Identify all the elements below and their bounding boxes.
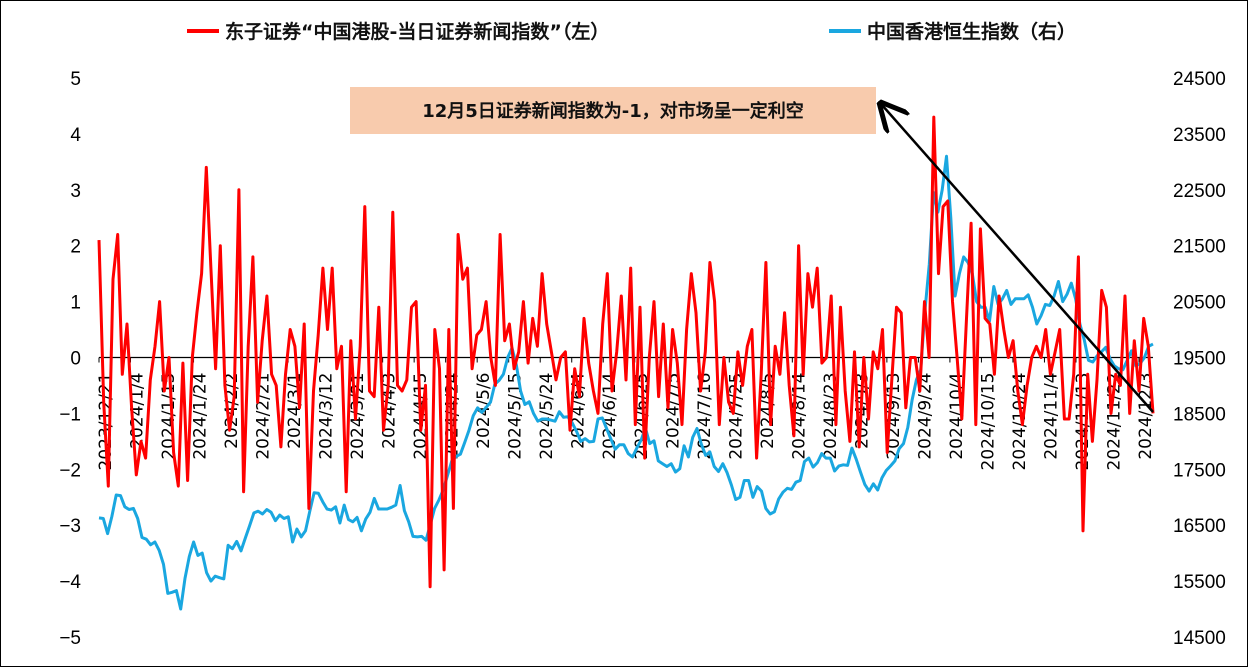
annotation: 12月5日证券新闻指数为-1，对市场呈一定利空 — [350, 87, 1154, 413]
annotation-box — [350, 87, 876, 134]
y-right-tick-label: 21500 — [1173, 237, 1226, 258]
y-right-tick-label: 22500 — [1173, 181, 1226, 202]
x-axis: 2023/12/21 2024/1/4 2024/1/15 2024/1/24 2024… — [96, 357, 1156, 471]
x-tick-label: 2024/5/24 — [537, 373, 557, 460]
y-left-tick-label: −5 — [59, 628, 81, 649]
y-right-tick-label: 19500 — [1173, 349, 1226, 370]
x-tick-label: 2024/5/15 — [506, 373, 526, 460]
y-left-tick-label: 2 — [70, 237, 81, 258]
y-axis-left: 5 4 3 2 1 0 −1 −2 −3 −4 −5 — [59, 69, 81, 649]
y-right-tick-label: 23500 — [1173, 125, 1226, 146]
legend-label-hang-seng: 中国香港恒生指数（右） — [867, 20, 1076, 43]
y-right-tick-label: 16500 — [1173, 516, 1226, 537]
y-axis-right: 24500 23500 22500 21500 20500 19500 18500 17500… — [1173, 69, 1226, 649]
legend: 东子证券“中国港股-当日证券新闻指数”（左） 中国香港恒生指数（右） — [187, 20, 1076, 43]
y-right-tick-label: 17500 — [1173, 460, 1226, 481]
y-right-tick-label: 15500 — [1173, 572, 1226, 593]
annotation-text: 12月5日证券新闻指数为-1，对市场呈一定利空 — [422, 100, 804, 122]
y-right-tick-label: 18500 — [1173, 404, 1226, 425]
legend-label-news-index: 东子证券“中国港股-当日证券新闻指数”（左） — [225, 20, 609, 43]
x-tick-label: 2024/6/14 — [600, 373, 620, 460]
x-tick-label: 2024/11/4 — [1041, 373, 1061, 460]
y-left-tick-label: 4 — [70, 125, 81, 146]
x-tick-label: 2024/7/16 — [695, 373, 715, 460]
y-left-tick-label: −3 — [59, 516, 81, 537]
y-left-tick-label: 0 — [70, 349, 81, 370]
x-tick-label: 2024/3/12 — [317, 373, 337, 460]
y-left-tick-label: −4 — [59, 572, 81, 593]
y-left-tick-label: −1 — [59, 404, 81, 425]
y-right-tick-label: 24500 — [1173, 69, 1226, 90]
series-line-news-index — [97, 115, 1155, 589]
y-left-tick-label: −2 — [59, 460, 81, 481]
y-left-tick-label: 5 — [70, 69, 81, 90]
y-left-tick-label: 1 — [70, 293, 81, 314]
y-right-tick-label: 20500 — [1173, 293, 1226, 314]
x-tick-label: 2024/10/15 — [978, 373, 998, 471]
x-tick-label: 2024/9/24 — [915, 373, 935, 460]
y-left-tick-label: 3 — [70, 181, 81, 202]
y-right-tick-label: 14500 — [1173, 628, 1226, 649]
annotation-arrow — [882, 105, 1154, 413]
x-tick-label: 2024/1/24 — [191, 373, 211, 460]
x-tick-label: 2024/7/25 — [726, 373, 746, 460]
